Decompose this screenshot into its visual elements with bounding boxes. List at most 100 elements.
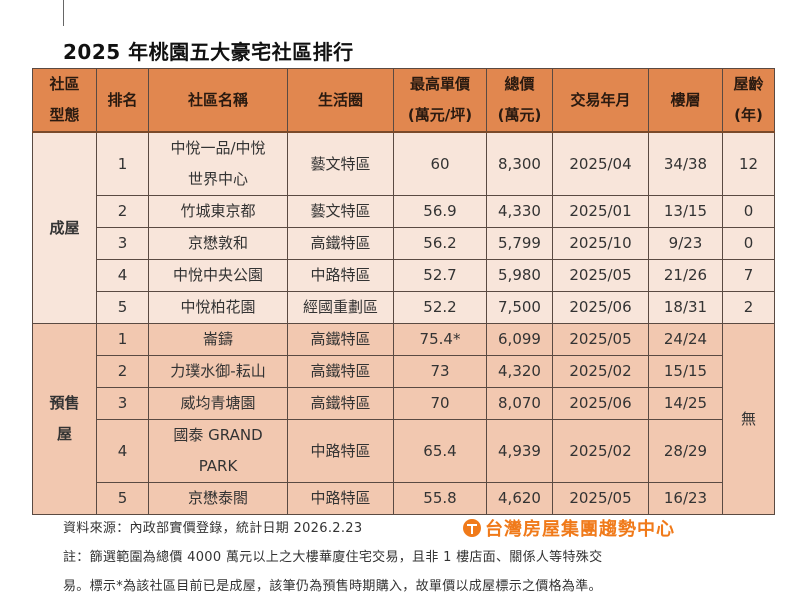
- cell-floor: 15/15: [648, 355, 723, 388]
- header-unit-price: 最高單價 (萬元/坪): [393, 68, 487, 133]
- header-age: 屋齡 (年): [722, 68, 775, 133]
- cell-date: 2025/06: [552, 387, 649, 420]
- cell-rank: 3: [96, 387, 149, 420]
- cell-date: 2025/05: [552, 259, 649, 292]
- table-row: 預售屋 1 崙鑄 高鐵特區 75.4* 6,099 2025/05 24/24 …: [32, 323, 775, 515]
- cell-age: 2: [722, 291, 775, 324]
- cell-area: 高鐵特區: [287, 355, 394, 388]
- cell-age-merged: 無: [722, 323, 775, 515]
- table-row: 5 中悅柏花園 經國重劃區 52.2 7,500 2025/06 18/31 2: [33, 291, 775, 324]
- cell-total-price: 8,300: [486, 131, 553, 196]
- cell-age: 12: [722, 131, 775, 196]
- table-row: 2 竹城東京都 藝文特區 56.9 4,330 2025/01 13/15 0: [33, 195, 775, 228]
- cell-date: 2025/04: [552, 131, 649, 196]
- cell-total-price: 4,320: [486, 355, 553, 388]
- cell-rank: 1: [96, 323, 149, 356]
- table-row: 5 京懋泰閤 中路特區 55.8 4,620 2025/05 16/23: [33, 482, 775, 515]
- table-row: 4 中悅中央公園 中路特區 52.7 5,980 2025/05 21/26 7: [33, 259, 775, 292]
- cell-unit-price: 65.4: [393, 419, 487, 483]
- cell-total-price: 5,799: [486, 227, 553, 260]
- cell-unit-price: 70: [393, 387, 487, 420]
- table-header-row: 社區 型態 排名 社區名稱 生活圈 最高單價 (萬元/坪) 總價 (萬元) 交易年月 …: [32, 68, 775, 133]
- cell-name: 京懋敦和: [148, 227, 288, 260]
- footnote-line-1: 註：篩選範圍為總價 4000 萬元以上之大樓華廈住宅交易，且非 1 樓店面、關係…: [63, 550, 603, 565]
- cell-rank: 2: [96, 195, 149, 228]
- header-area: 生活圈: [287, 68, 394, 133]
- cell-unit-price: 52.2: [393, 291, 487, 324]
- table-row: 3 威均青塘園 高鐵特區 70 8,070 2025/06 14/25: [33, 387, 775, 420]
- cell-total-price: 4,330: [486, 195, 553, 228]
- cell-total-price: 6,099: [486, 323, 553, 356]
- cell-rank: 4: [96, 259, 149, 292]
- cell-rank: 4: [96, 419, 149, 483]
- cell-rank: 1: [96, 131, 149, 196]
- table-row: 成屋 1 中悅一品/中悅 世界中心 藝文特區 60 8,300 2025/04 3…: [32, 131, 775, 324]
- cell-name: 京懋泰閤: [148, 482, 288, 515]
- cell-area: 藝文特區: [287, 195, 394, 228]
- cell-rank: 3: [96, 227, 149, 260]
- cell-total-price: 4,620: [486, 482, 553, 515]
- cell-area: 高鐵特區: [287, 323, 394, 356]
- header-name: 社區名稱: [148, 68, 288, 133]
- cell-date: 2025/02: [552, 419, 649, 483]
- cell-date: 2025/05: [552, 482, 649, 515]
- header-type: 社區 型態: [32, 68, 97, 133]
- cell-area: 中路特區: [287, 419, 394, 483]
- cell-name: 中悅柏花園: [148, 291, 288, 324]
- group-type-presale: 預售屋: [32, 323, 97, 515]
- page-title: 2025 年桃園五大豪宅社區排行: [63, 40, 354, 64]
- header-floor: 樓層: [648, 68, 723, 133]
- cell-floor: 24/24: [648, 323, 723, 356]
- table-row: 3 京懋敦和 高鐵特區 56.2 5,799 2025/10 9/23 0: [33, 227, 775, 260]
- cell-unit-price: 52.7: [393, 259, 487, 292]
- cell-age: 0: [722, 227, 775, 260]
- cell-unit-price: 60: [393, 131, 487, 196]
- footnote-line-2: 易。標示*為該社區目前已是成屋，該筆仍為預售時期購入，故單價以成屋標示之價格為準…: [63, 579, 602, 594]
- cell-rank: 5: [96, 291, 149, 324]
- header-total-price: 總價 (萬元): [486, 68, 553, 133]
- cell-date: 2025/01: [552, 195, 649, 228]
- cell-date: 2025/05: [552, 323, 649, 356]
- cell-date: 2025/10: [552, 227, 649, 260]
- cell-area: 中路特區: [287, 482, 394, 515]
- taiwan-realty-logo-icon: [463, 519, 481, 537]
- cell-floor: 16/23: [648, 482, 723, 515]
- cell-total-price: 7,500: [486, 291, 553, 324]
- group-type-completed: 成屋: [32, 131, 97, 324]
- cell-rank: 5: [96, 482, 149, 515]
- table-row: 2 力璞水御-耘山 高鐵特區 73 4,320 2025/02 15/15: [33, 355, 775, 388]
- cell-area: 中路特區: [287, 259, 394, 292]
- cell-date: 2025/02: [552, 355, 649, 388]
- cell-date: 2025/06: [552, 291, 649, 324]
- cell-floor: 14/25: [648, 387, 723, 420]
- cell-unit-price: 56.9: [393, 195, 487, 228]
- cell-total-price: 8,070: [486, 387, 553, 420]
- source-note: 資料來源：內政部實價登錄，統計日期 2026.2.23: [63, 521, 363, 536]
- cell-name: 崙鑄: [148, 323, 288, 356]
- cell-total-price: 4,939: [486, 419, 553, 483]
- cell-floor: 21/26: [648, 259, 723, 292]
- table-row: 4 國泰 GRAND PARK 中路特區 65.4 4,939 2025/02 2…: [33, 419, 775, 483]
- cell-floor: 9/23: [648, 227, 723, 260]
- cell-name: 中悅中央公園: [148, 259, 288, 292]
- cell-floor: 18/31: [648, 291, 723, 324]
- cell-age: 0: [722, 195, 775, 228]
- cell-name: 力璞水御-耘山: [148, 355, 288, 388]
- cell-rank: 2: [96, 355, 149, 388]
- ranking-table: 社區 型態 排名 社區名稱 生活圈 最高單價 (萬元/坪) 總價 (萬元) 交易年月 …: [32, 68, 775, 515]
- cell-area: 經國重劃區: [287, 291, 394, 324]
- cell-unit-price: 55.8: [393, 482, 487, 515]
- cell-total-price: 5,980: [486, 259, 553, 292]
- company-logo: 台灣房屋集團趨勢中心: [463, 515, 675, 541]
- cell-floor: 13/15: [648, 195, 723, 228]
- header-date: 交易年月: [552, 68, 649, 133]
- cell-area: 高鐵特區: [287, 227, 394, 260]
- cell-name: 國泰 GRAND PARK: [148, 419, 288, 483]
- cell-unit-price: 73: [393, 355, 487, 388]
- cell-area: 高鐵特區: [287, 387, 394, 420]
- cell-name: 中悅一品/中悅 世界中心: [148, 131, 288, 196]
- cell-name: 竹城東京都: [148, 195, 288, 228]
- text-cursor-line: [63, 0, 64, 26]
- cell-floor: 34/38: [648, 131, 723, 196]
- header-rank: 排名: [96, 68, 149, 133]
